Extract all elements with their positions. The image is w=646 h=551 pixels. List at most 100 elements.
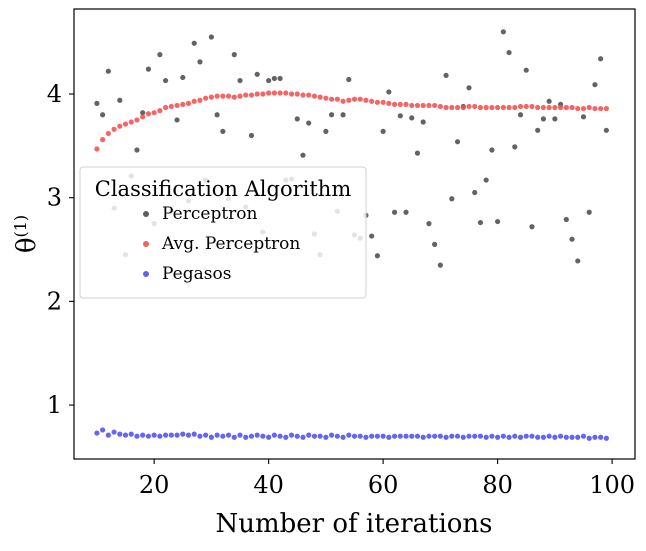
data-point	[369, 98, 375, 104]
data-point	[128, 119, 134, 125]
data-point	[512, 104, 518, 111]
data-point	[180, 74, 186, 81]
data-point	[248, 132, 255, 139]
data-point	[603, 105, 609, 112]
data-point	[557, 433, 564, 439]
data-point	[409, 433, 415, 439]
data-point	[346, 97, 352, 103]
data-point	[397, 101, 403, 107]
data-point	[506, 434, 512, 440]
data-point	[237, 93, 243, 99]
data-point	[483, 434, 489, 440]
data-point	[254, 91, 260, 97]
data-point	[323, 434, 329, 440]
data-point	[100, 427, 106, 433]
legend-box	[79, 166, 367, 299]
data-point	[248, 433, 255, 439]
data-point	[500, 104, 506, 111]
data-point	[317, 433, 323, 439]
data-point	[540, 434, 547, 440]
data-point	[174, 102, 180, 109]
data-point	[529, 433, 535, 439]
data-point	[323, 95, 329, 101]
legend-item: Pegasos	[143, 264, 231, 284]
data-point	[100, 112, 106, 118]
y-tick-label: 2	[47, 287, 62, 315]
data-point	[546, 104, 552, 111]
data-point	[449, 104, 455, 111]
data-point	[472, 433, 478, 439]
data-point	[145, 111, 152, 117]
data-point	[540, 116, 547, 122]
data-point	[329, 96, 335, 102]
data-point	[346, 76, 352, 83]
data-point	[151, 432, 157, 438]
data-point	[214, 432, 220, 438]
legend-marker	[143, 211, 149, 217]
data-point	[603, 435, 609, 441]
data-point	[586, 209, 592, 215]
data-point	[454, 139, 461, 145]
y-tick-label: 4	[47, 80, 62, 108]
data-point	[391, 101, 398, 107]
data-point	[506, 49, 512, 56]
data-point	[214, 93, 220, 99]
data-point	[569, 104, 575, 111]
data-point	[134, 117, 140, 123]
data-point	[557, 104, 564, 111]
series-3	[94, 427, 609, 441]
data-point	[168, 432, 174, 438]
data-point	[575, 105, 581, 112]
data-point	[369, 233, 375, 239]
x-axis-ticks: 20 40 60 80 100	[139, 459, 635, 499]
data-point	[243, 434, 249, 440]
data-point	[105, 68, 111, 74]
data-point	[340, 112, 346, 118]
data-point	[94, 100, 100, 106]
data-point	[162, 104, 169, 111]
data-point	[311, 93, 318, 99]
data-point	[586, 435, 592, 441]
data-point	[391, 209, 398, 215]
data-point	[248, 92, 255, 98]
data-point	[592, 105, 598, 112]
data-point	[569, 236, 575, 242]
data-point	[432, 102, 438, 109]
x-tick-label: 20	[139, 471, 170, 499]
data-point	[100, 137, 106, 143]
data-point	[294, 91, 300, 97]
data-point	[185, 100, 192, 106]
data-point	[214, 112, 220, 118]
legend-item: Perceptron	[143, 204, 258, 224]
data-point	[111, 429, 117, 435]
data-point	[111, 126, 117, 132]
data-point	[380, 433, 386, 439]
data-point	[220, 128, 226, 134]
data-point	[598, 56, 604, 62]
data-point	[472, 103, 478, 110]
data-point	[243, 92, 249, 98]
data-point	[449, 433, 455, 439]
data-point	[94, 146, 100, 152]
data-point	[598, 434, 604, 440]
data-point	[386, 434, 392, 440]
data-point	[140, 110, 146, 116]
data-point	[420, 102, 426, 109]
data-point	[174, 117, 180, 123]
data-point	[277, 90, 283, 96]
data-point	[523, 433, 529, 439]
data-point	[117, 123, 123, 129]
data-point	[517, 103, 524, 110]
data-point	[340, 98, 346, 104]
data-point	[466, 103, 472, 110]
data-point	[391, 433, 398, 439]
data-point	[603, 127, 609, 133]
data-point	[517, 112, 524, 118]
data-point	[495, 104, 501, 111]
legend: Classification Algorithm Perceptron Avg. …	[79, 166, 367, 299]
data-point	[197, 97, 203, 103]
data-point	[443, 104, 449, 111]
data-point	[145, 433, 152, 439]
data-point	[346, 432, 352, 438]
data-point	[260, 91, 266, 97]
